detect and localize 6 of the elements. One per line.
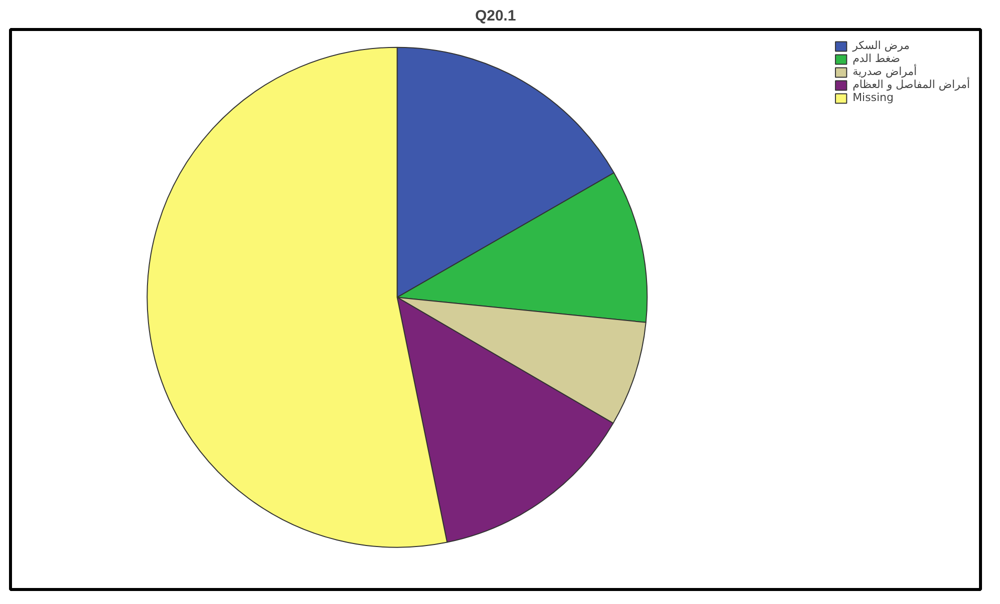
legend-label: مرض السكر bbox=[852, 39, 910, 52]
legend-label: أمراض المفاصل و العظام bbox=[852, 78, 970, 91]
legend-label: أمراض صدرية bbox=[852, 65, 917, 78]
chart-title: Q20.1 bbox=[475, 8, 516, 24]
legend-label: Missing bbox=[852, 91, 894, 104]
legend-label: ضغط الدم bbox=[852, 52, 900, 65]
